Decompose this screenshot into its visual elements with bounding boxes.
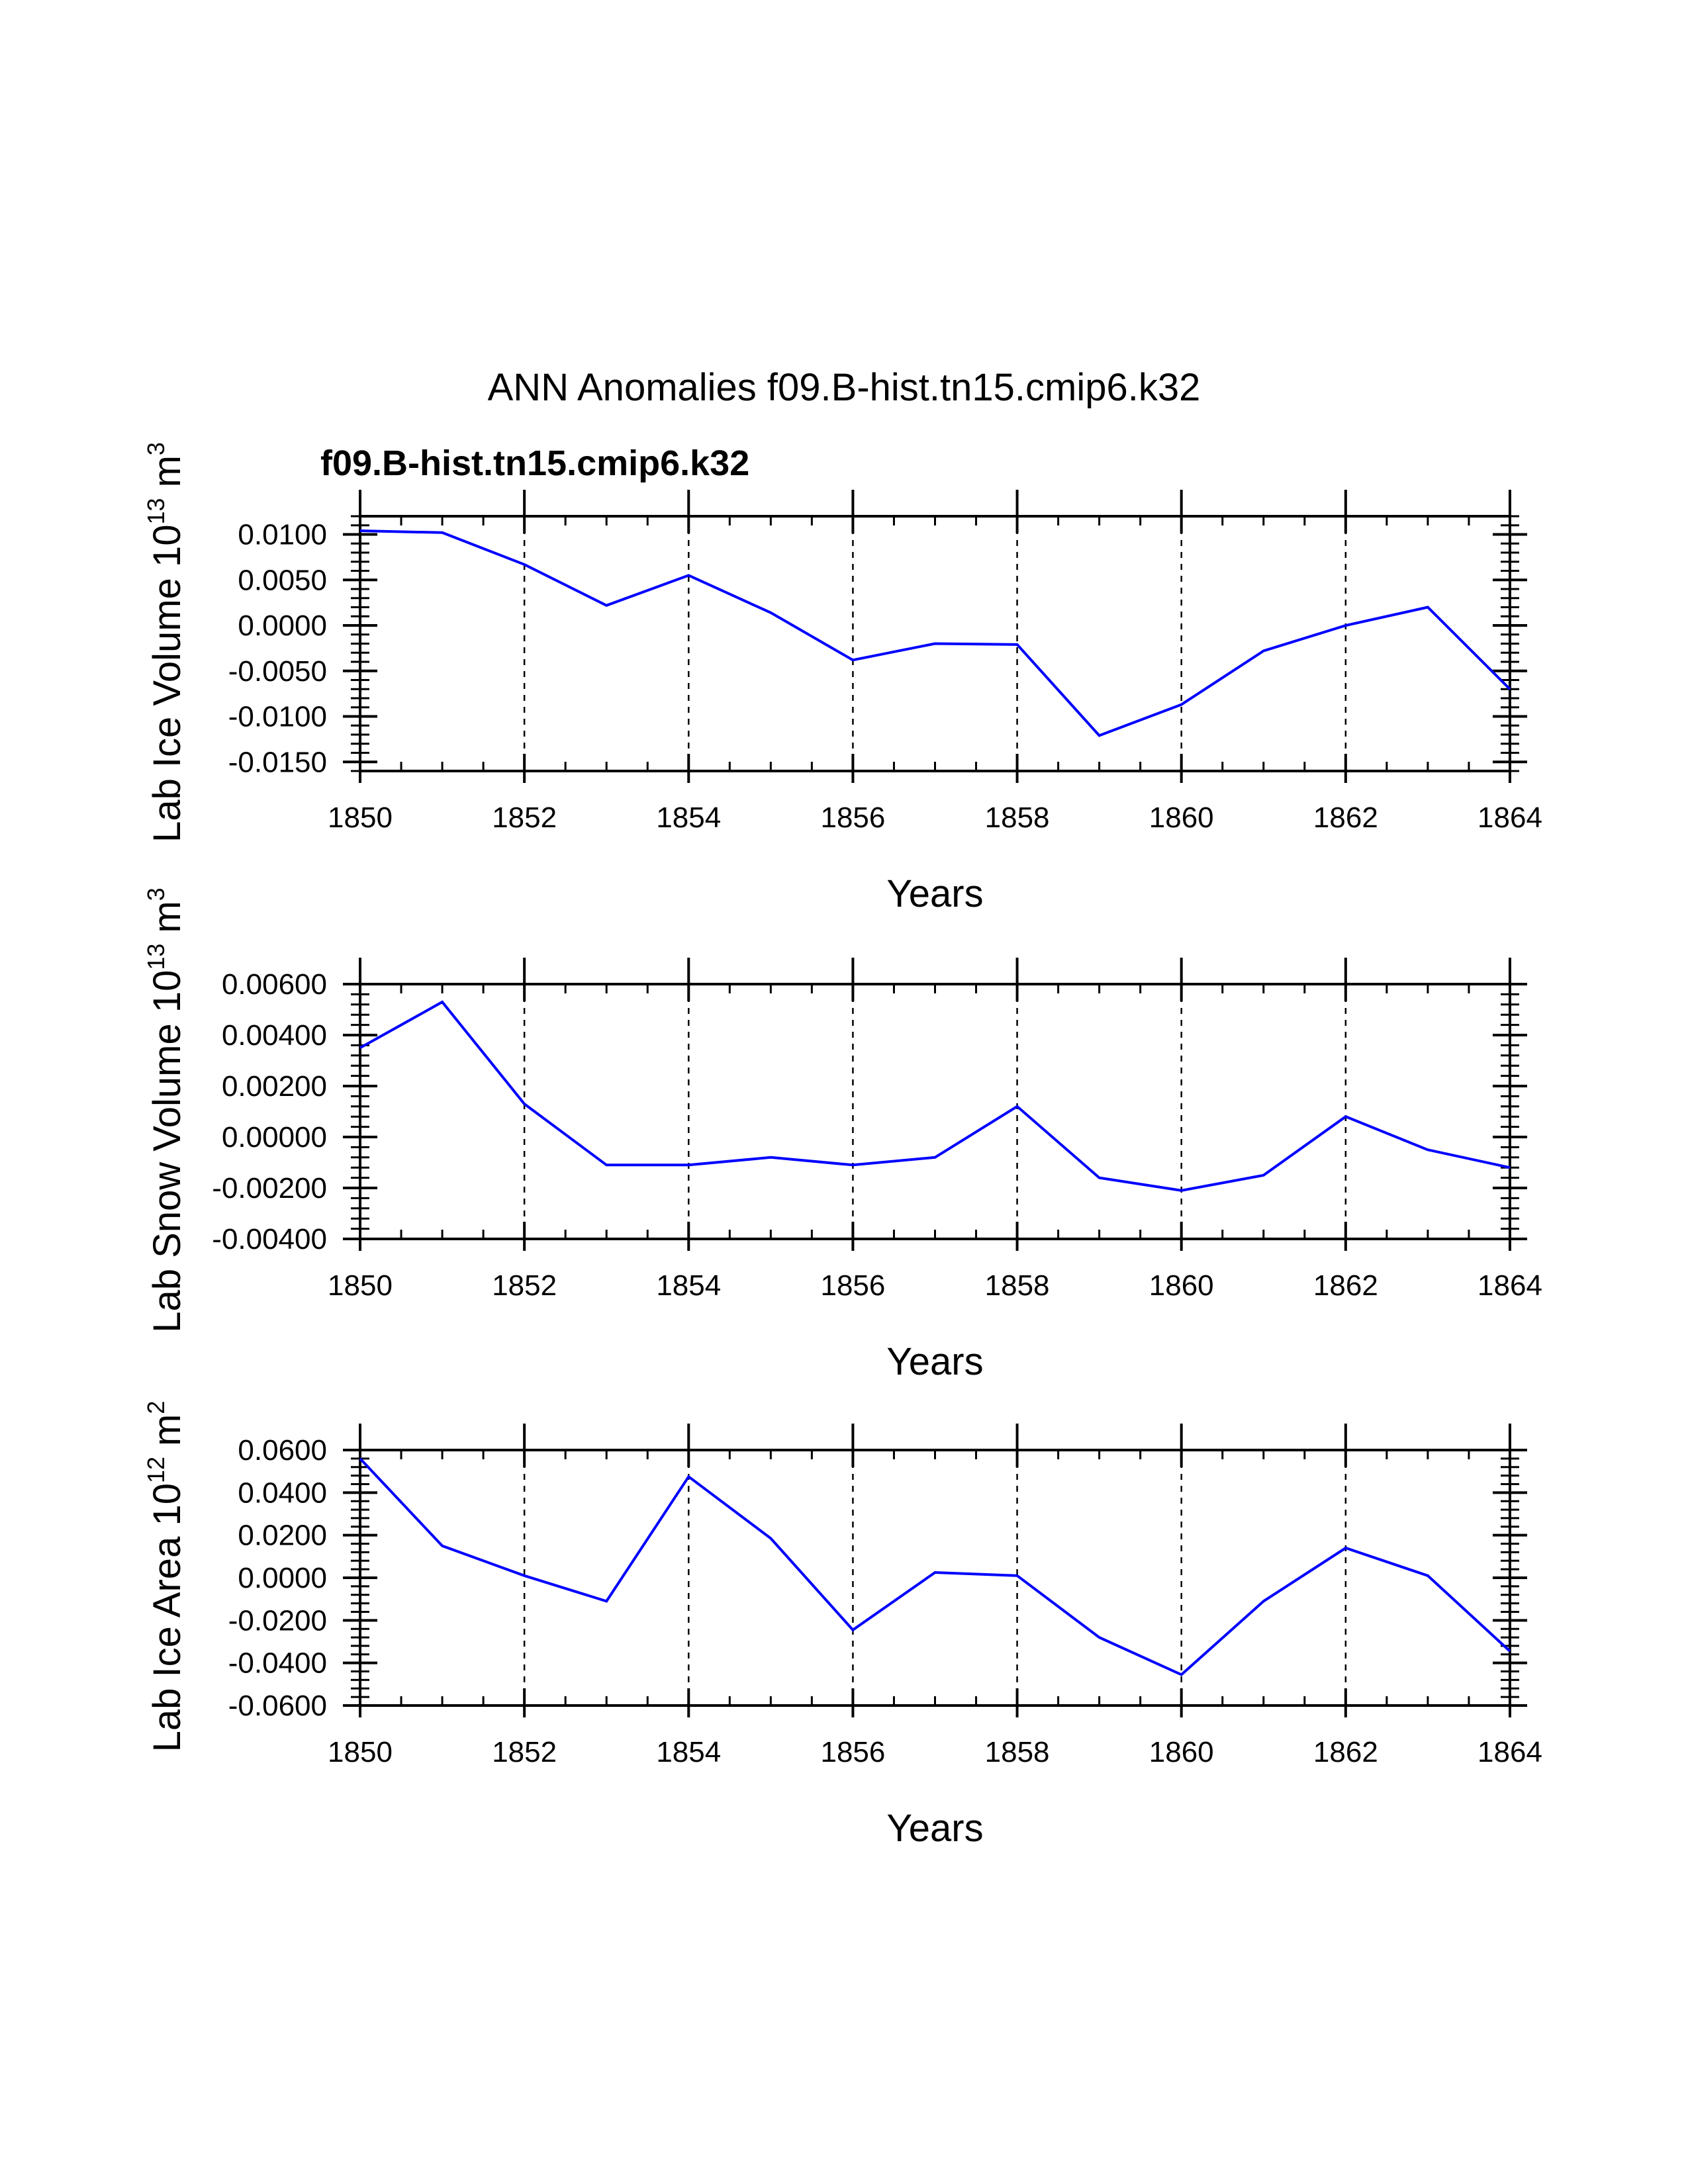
- x-tick-label: 1862: [1313, 1736, 1378, 1768]
- y-tick-label: 0.00600: [222, 968, 327, 1001]
- y-axis-title-unit: m: [146, 455, 189, 487]
- x-tick-label: 1850: [328, 1269, 393, 1302]
- x-tick-label: 1850: [328, 801, 393, 834]
- y-tick-label: -0.0050: [228, 655, 327, 688]
- y-axis-title-unit: m: [146, 1414, 189, 1446]
- x-tick-label: 1858: [985, 1269, 1050, 1302]
- x-tick-label: 1858: [985, 1736, 1050, 1768]
- x-tick-label: 1852: [492, 1269, 557, 1302]
- y-tick-label: 0.0200: [238, 1520, 327, 1552]
- x-tick-label: 1860: [1149, 1269, 1214, 1302]
- y-axis-title-unit-exponent: 3: [142, 442, 169, 455]
- y-axis-title-unit-exponent: 3: [142, 887, 169, 901]
- y-axis-title-exponent: 13: [142, 498, 169, 524]
- x-tick-label: 1854: [656, 1736, 721, 1768]
- y-tick-label: 0.0000: [238, 610, 327, 642]
- y-tick-label: 0.0100: [238, 519, 327, 551]
- x-axis-title: Years: [886, 872, 983, 915]
- x-tick-label: 1852: [492, 801, 557, 834]
- y-axis-title-text: Lab Snow Volume 10: [146, 970, 189, 1333]
- series-label: f09.B-hist.tn15.cmip6.k32: [320, 443, 749, 483]
- x-tick-label: 1856: [820, 801, 885, 834]
- x-tick-label: 1862: [1313, 1269, 1378, 1302]
- x-tick-label: 1850: [328, 1736, 393, 1768]
- x-tick-label: 1864: [1477, 1736, 1542, 1768]
- y-axis-title: Lab Ice Area 1012 m2: [142, 1401, 189, 1752]
- x-tick-label: 1862: [1313, 801, 1378, 834]
- y-tick-label: 0.00000: [222, 1121, 327, 1154]
- y-axis-title-exponent: 12: [142, 1457, 169, 1483]
- series-line: [359, 1000, 1511, 1192]
- y-axis-title: Lab Ice Volume 1013 m3: [142, 442, 189, 842]
- x-tick-label: 1856: [820, 1736, 885, 1768]
- series-line: [359, 1457, 1511, 1676]
- y-tick-label: 0.0400: [238, 1477, 327, 1509]
- panel-3: 1850 1852 1854 1856 1858 1860 1862 1864 -0.0600 -…: [142, 1401, 1542, 1850]
- panel-1: 1850 1852 1854 1856 1858 1860 1862 1864 -0.0150 -…: [142, 442, 1542, 915]
- x-tick-label: 1854: [656, 1269, 721, 1302]
- y-tick-label: -0.0200: [228, 1604, 327, 1637]
- x-tick-label: 1858: [985, 801, 1050, 834]
- y-tick-label: -0.00400: [212, 1223, 327, 1255]
- x-axis-title: Years: [886, 1340, 983, 1383]
- y-tick-label: 0.0000: [238, 1562, 327, 1594]
- y-tick-label: 0.0050: [238, 564, 327, 596]
- y-tick-label: -0.0600: [228, 1690, 327, 1722]
- y-tick-label: 0.00200: [222, 1070, 327, 1103]
- y-axis-title-text: Lab Ice Area 10: [146, 1483, 189, 1752]
- y-axis-title-unit-exponent: 2: [142, 1401, 169, 1414]
- series-line: [359, 529, 1511, 737]
- y-tick-label: -0.0400: [228, 1647, 327, 1680]
- x-tick-label: 1864: [1477, 801, 1542, 834]
- panel-2: 1850 1852 1854 1856 1858 1860 1862 1864 -0.00400…: [142, 887, 1542, 1383]
- x-tick-label: 1860: [1149, 1736, 1214, 1768]
- x-tick-label: 1860: [1149, 801, 1214, 834]
- x-tick-label: 1856: [820, 1269, 885, 1302]
- y-tick-label: 0.00400: [222, 1019, 327, 1052]
- y-axis-title: Lab Snow Volume 1013 m3: [142, 887, 189, 1333]
- main-title: ANN Anomalies f09.B-hist.tn15.cmip6.k32: [488, 366, 1201, 409]
- y-tick-label: -0.00200: [212, 1172, 327, 1205]
- x-tick-label: 1852: [492, 1736, 557, 1768]
- x-tick-label: 1854: [656, 801, 721, 834]
- x-axis-title: Years: [886, 1807, 983, 1850]
- y-axis-title-unit: m: [146, 901, 189, 933]
- y-tick-label: 0.0600: [238, 1434, 327, 1467]
- y-tick-label: -0.0150: [228, 746, 327, 778]
- y-axis-title-exponent: 13: [142, 944, 169, 970]
- y-tick-label: -0.0100: [228, 701, 327, 733]
- x-tick-label: 1864: [1477, 1269, 1542, 1302]
- y-axis-title-text: Lab Ice Volume 10: [146, 524, 189, 842]
